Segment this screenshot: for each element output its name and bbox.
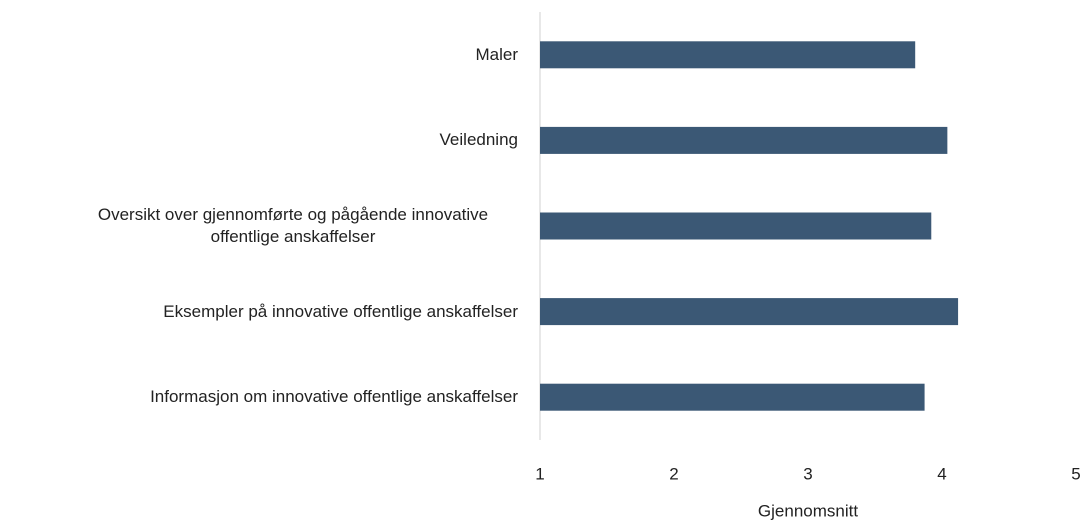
y-tick-label: Eksempler på innovative offentlige anska… (163, 301, 518, 321)
x-axis-title: Gjennomsnitt (758, 501, 858, 520)
bar (540, 298, 959, 326)
x-tick-label: 1 (535, 464, 544, 483)
bar (540, 383, 925, 411)
y-tick-label-box: Informasjon om innovative offentlige ans… (150, 386, 518, 408)
y-tick-label: Oversikt over gjennomførte og pågående i… (97, 205, 489, 246)
y-tick-label-box: Veiledning (440, 129, 518, 151)
x-tick-label: 4 (937, 464, 946, 483)
y-tick-label-box: Maler (475, 44, 518, 66)
x-tick-label: 3 (803, 464, 812, 483)
y-tick-label-box: Eksempler på innovative offentlige anska… (163, 301, 518, 323)
bar (540, 126, 948, 154)
y-tick-label: Informasjon om innovative offentlige ans… (150, 387, 518, 407)
y-tick-label-box: Oversikt over gjennomførte og pågående i… (68, 204, 518, 248)
x-tick-label: 2 (669, 464, 678, 483)
y-tick-label: Veiledning (439, 130, 518, 150)
bar (540, 212, 932, 240)
bar (540, 41, 916, 69)
x-tick-label: 5 (1071, 464, 1080, 483)
y-tick-label: Maler (475, 44, 518, 64)
